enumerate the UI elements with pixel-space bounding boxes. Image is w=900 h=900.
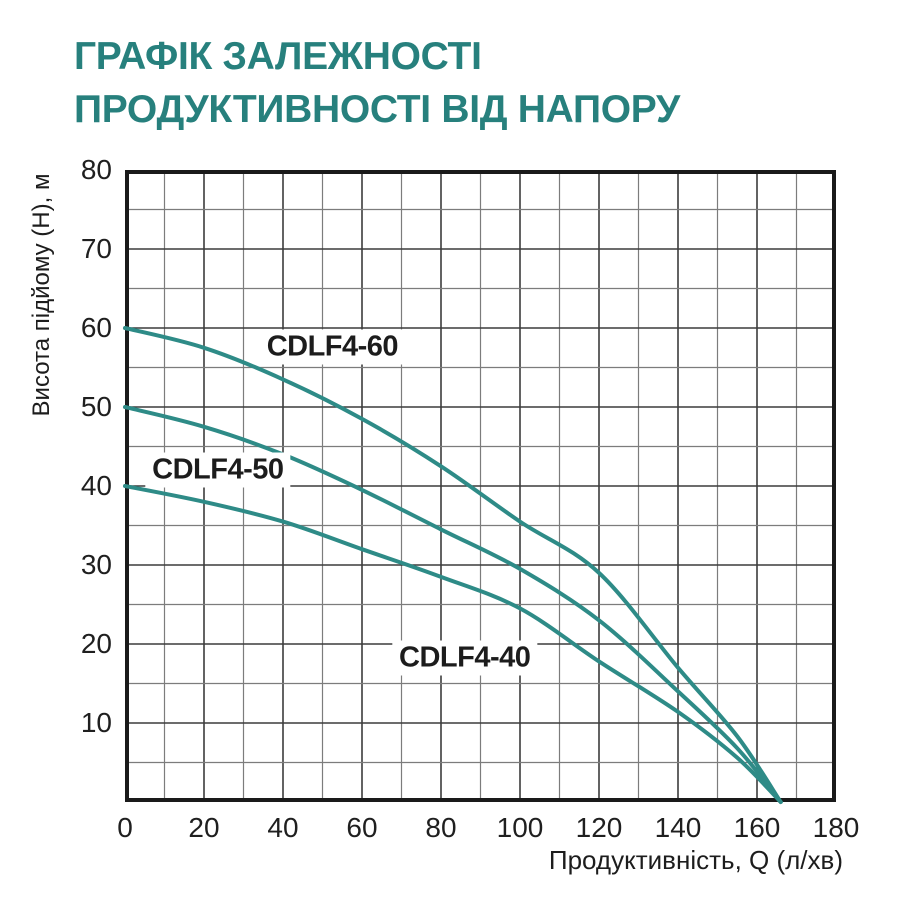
x-tick-label: 0 xyxy=(117,812,133,843)
curve-cdlf4-50 xyxy=(123,405,783,804)
y-tick-label: 70 xyxy=(80,233,112,264)
x-tick-label: 120 xyxy=(575,812,623,843)
plot-area: CDLF4-60 CDLF4-50 CDLF4-40 xyxy=(123,170,836,804)
y-tick-label: 40 xyxy=(80,470,112,501)
curve-cdlf4-40 xyxy=(123,484,783,804)
x-tick-label: 40 xyxy=(267,812,299,843)
y-axis-title: Висота підйому (Н), м xyxy=(28,173,55,417)
x-tick-label: 180 xyxy=(812,812,860,843)
curve-label-cdlf4-40: CDLF4-40 xyxy=(392,640,538,676)
x-tick-label: 20 xyxy=(188,812,220,843)
chart-title-line1: ГРАФІК ЗАЛЕЖНОСТІ xyxy=(74,35,482,78)
curve-label-cdlf4-60: CDLF4-60 xyxy=(259,329,406,365)
x-tick-label: 140 xyxy=(654,812,702,843)
grid-svg xyxy=(123,170,836,804)
y-tick-label: 50 xyxy=(80,391,112,422)
y-tick-label: 60 xyxy=(80,312,112,343)
x-tick-label: 60 xyxy=(346,812,378,843)
x-tick-label: 100 xyxy=(496,812,544,843)
curve-label-cdlf4-50: CDLF4-50 xyxy=(145,452,291,488)
chart-title: ГРАФІК ЗАЛЕЖНОСТІ ПРОДУКТИВНОСТІ ВІД НАП… xyxy=(74,30,680,136)
chart-title-line2: ПРОДУКТИВНОСТІ ВІД НАПОРУ xyxy=(74,88,680,132)
y-tick-label: 80 xyxy=(80,154,112,185)
y-tick-label: 10 xyxy=(80,707,112,738)
y-tick-label: 30 xyxy=(80,549,112,580)
curve-cdlf4-60 xyxy=(123,326,783,804)
x-tick-label: 80 xyxy=(425,812,457,843)
x-axis-title: Продуктивність, Q (л/хв) xyxy=(548,845,843,875)
y-tick-label: 20 xyxy=(80,628,112,659)
x-tick-label: 160 xyxy=(733,812,781,843)
